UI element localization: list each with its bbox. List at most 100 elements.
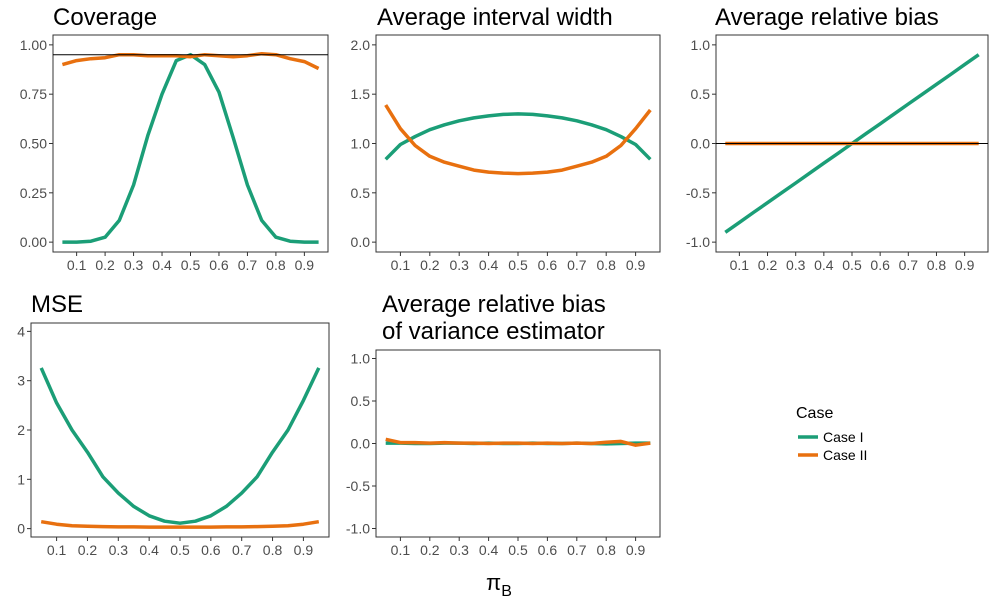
x-tick-label: 0.6 bbox=[201, 542, 221, 558]
x-tick-label: 0.3 bbox=[109, 542, 129, 558]
panel-coverage: Coverage 0.00 0.25 0.50 0.75 1.00 0.1 0.2 0.3 0.4… bbox=[20, 4, 329, 273]
y-tick-label: 1.5 bbox=[351, 86, 371, 102]
y-tick-label: -0.5 bbox=[346, 478, 370, 494]
x-tick-label: 0.5 bbox=[170, 542, 190, 558]
y-tick-label: 0.5 bbox=[351, 393, 371, 409]
series-line-case-1 bbox=[62, 52, 319, 244]
x-tick-label: 0.3 bbox=[449, 542, 469, 558]
x-tick-label: 0.1 bbox=[47, 542, 67, 558]
x-tick-label: 0.7 bbox=[899, 257, 919, 273]
x-tick-label: 0.5 bbox=[508, 257, 528, 273]
x-tick-label: 0.1 bbox=[391, 542, 411, 558]
y-tick-label: 4 bbox=[17, 323, 25, 339]
x-tick-label: 0.5 bbox=[508, 542, 528, 558]
legend-title: Case bbox=[796, 405, 833, 422]
x-tick-label: 0.4 bbox=[479, 257, 499, 273]
y-tick-label: 3 bbox=[17, 373, 25, 389]
panel-title-coverage: Coverage bbox=[53, 4, 157, 31]
series-line-case-2 bbox=[385, 437, 651, 447]
x-tick-label: 0.8 bbox=[596, 257, 616, 273]
y-tick-label: 0 bbox=[17, 521, 25, 537]
panel-title-mse: MSE bbox=[31, 291, 83, 318]
x-tick-label: 0.7 bbox=[238, 257, 258, 273]
x-tick-label: 0.3 bbox=[449, 257, 469, 273]
panel-title-varbias-line-2: of variance estimator bbox=[382, 318, 605, 345]
y-tick-label: 0.0 bbox=[691, 136, 711, 152]
panel-title-width: Average interval width bbox=[377, 4, 613, 31]
legend-label-case-2: Case II bbox=[823, 447, 867, 463]
x-tick-label: 0.4 bbox=[479, 542, 499, 558]
panel-width: Average interval width 0.0 0.5 1.0 1.5 2.0 0.1… bbox=[351, 4, 661, 273]
y-tick-label: 1.0 bbox=[351, 136, 371, 152]
y-tick-label: 0.00 bbox=[20, 234, 47, 250]
panel-border bbox=[52, 34, 329, 253]
x-axis-label: πB bbox=[486, 570, 512, 600]
x-tick-label: 0.1 bbox=[391, 257, 411, 273]
y-tick-label: 1 bbox=[17, 471, 25, 487]
x-tick-label: 0.4 bbox=[814, 257, 834, 273]
panel-title-bias: Average relative bias bbox=[715, 4, 939, 31]
y-tick-label: 0.75 bbox=[20, 86, 47, 102]
x-tick-label: 0.9 bbox=[955, 257, 975, 273]
series-line-case-1 bbox=[39, 367, 321, 525]
x-tick-label: 0.5 bbox=[181, 257, 201, 273]
x-tick-label: 0.2 bbox=[758, 257, 778, 273]
x-tick-label: 0.7 bbox=[232, 542, 252, 558]
x-tick-label: 0.7 bbox=[567, 257, 587, 273]
series-line-case-2 bbox=[384, 104, 652, 176]
series-line-case-2 bbox=[61, 51, 320, 71]
panel-mse: MSE 0 1 2 3 4 0.1 0.2 0.3 0.4 0.5 0.6 0.7 0.8 0.9 bbox=[17, 291, 330, 558]
y-tick-label: -1.0 bbox=[346, 521, 370, 537]
legend: Case Case I Case II bbox=[796, 405, 867, 463]
y-tick-label: 2.0 bbox=[351, 37, 371, 53]
y-tick-label: 0.50 bbox=[20, 136, 47, 152]
legend-label-case-1: Case I bbox=[823, 429, 863, 445]
x-axis-label-subscript: B bbox=[501, 583, 512, 600]
x-tick-label: 0.1 bbox=[67, 257, 87, 273]
x-tick-label: 0.6 bbox=[209, 257, 229, 273]
y-tick-label: 0.0 bbox=[351, 234, 371, 250]
x-tick-label: 0.8 bbox=[266, 257, 286, 273]
x-tick-label: 0.3 bbox=[786, 257, 806, 273]
x-tick-label: 0.7 bbox=[567, 542, 587, 558]
series-line-case-2 bbox=[40, 519, 320, 529]
x-tick-label: 0.4 bbox=[152, 257, 172, 273]
x-tick-label: 0.9 bbox=[626, 257, 646, 273]
y-tick-label: 2 bbox=[17, 422, 25, 438]
x-tick-label: 0.2 bbox=[420, 257, 440, 273]
x-tick-label: 0.8 bbox=[927, 257, 947, 273]
x-tick-label: 0.8 bbox=[596, 542, 616, 558]
x-tick-label: 0.6 bbox=[538, 542, 558, 558]
panel-title-varbias: Average relative bias bbox=[382, 291, 606, 318]
x-tick-label: 0.1 bbox=[730, 257, 750, 273]
x-tick-label: 0.2 bbox=[78, 542, 98, 558]
x-tick-label: 0.2 bbox=[95, 257, 115, 273]
panel-bias: Average relative bias -1.0 -0.5 0.0 0.5 1.0 0.… bbox=[686, 4, 989, 273]
y-tick-label: 0.25 bbox=[20, 185, 47, 201]
x-axis-label-main: π bbox=[486, 570, 501, 595]
x-tick-label: 0.3 bbox=[124, 257, 144, 273]
y-tick-label: 0.0 bbox=[351, 436, 371, 452]
y-tick-label: 0.5 bbox=[691, 86, 711, 102]
x-tick-label: 0.6 bbox=[538, 257, 558, 273]
panel-border bbox=[30, 322, 330, 538]
x-tick-label: 0.4 bbox=[139, 542, 159, 558]
x-tick-label: 0.5 bbox=[842, 257, 862, 273]
y-tick-label: 1.0 bbox=[691, 37, 711, 53]
y-tick-label: 0.5 bbox=[351, 185, 371, 201]
y-tick-label: 1.00 bbox=[20, 37, 47, 53]
x-tick-label: 0.9 bbox=[626, 542, 646, 558]
y-tick-label: -1.0 bbox=[686, 234, 710, 250]
series-line-case-1 bbox=[384, 112, 652, 161]
x-tick-label: 0.8 bbox=[263, 542, 283, 558]
x-tick-label: 0.6 bbox=[870, 257, 890, 273]
y-tick-label: 1.0 bbox=[351, 351, 371, 367]
x-tick-label: 0.2 bbox=[420, 542, 440, 558]
panel-border bbox=[375, 34, 661, 253]
y-tick-label: -0.5 bbox=[686, 185, 710, 201]
x-tick-label: 0.9 bbox=[294, 542, 314, 558]
x-tick-label: 0.9 bbox=[295, 257, 315, 273]
